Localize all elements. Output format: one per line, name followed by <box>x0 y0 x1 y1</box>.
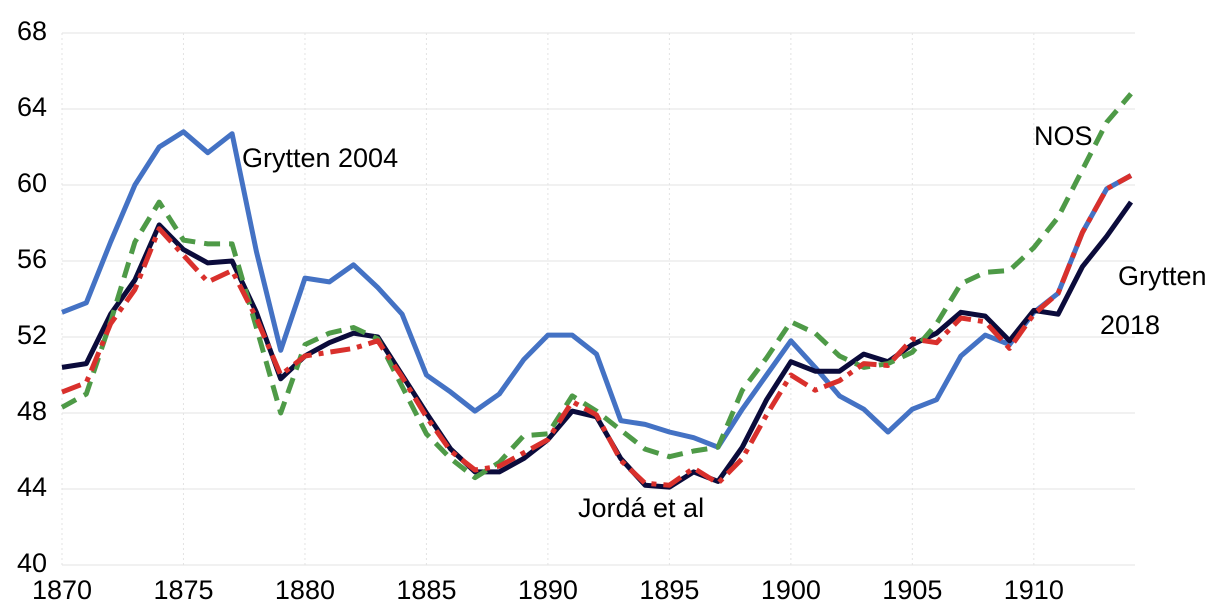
x-tick-label: 1885 <box>396 575 456 605</box>
y-tick-label: 52 <box>17 320 47 350</box>
y-tick-label: 68 <box>17 16 47 46</box>
series-label: Grytten <box>1118 261 1207 291</box>
series-line <box>61 129 1133 450</box>
x-tick-label: 1875 <box>153 575 213 605</box>
x-tick-label: 1910 <box>1004 575 1064 605</box>
y-tick-label: 56 <box>17 244 47 274</box>
series-line <box>61 173 1133 488</box>
x-tick-label: 1905 <box>882 575 942 605</box>
x-tick-label: 1890 <box>518 575 578 605</box>
series-label: NOS <box>1034 121 1093 151</box>
series-line <box>60 92 1133 481</box>
series-label: Jordá et al <box>578 493 704 523</box>
y-tick-label: 60 <box>17 168 47 198</box>
y-tick-label: 40 <box>17 548 47 578</box>
y-tick-label: 44 <box>17 472 47 502</box>
series-label: Grytten 2004 <box>242 143 398 173</box>
series-label: 2018 <box>1100 310 1160 340</box>
x-tick-label: 1880 <box>275 575 335 605</box>
x-tick-label: 1895 <box>639 575 699 605</box>
x-tick-label: 1870 <box>32 575 92 605</box>
y-tick-label: 64 <box>17 92 47 122</box>
x-tick-label: 1900 <box>761 575 821 605</box>
y-tick-label: 48 <box>17 396 47 426</box>
